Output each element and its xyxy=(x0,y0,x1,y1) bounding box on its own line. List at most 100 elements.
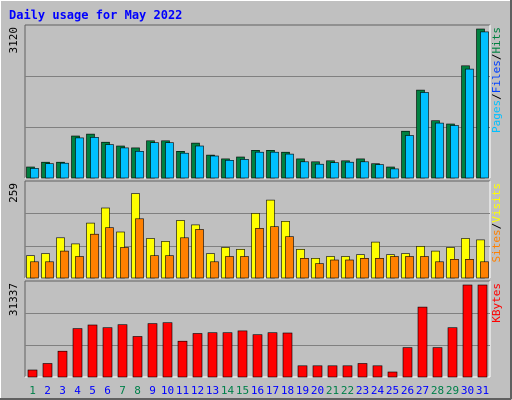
bar-files-3 xyxy=(60,162,69,179)
bar-kbytes-18 xyxy=(282,332,293,378)
legend-text: KBytes xyxy=(490,283,503,323)
day-label-1: 1 xyxy=(29,384,36,397)
bar-sites-22 xyxy=(345,259,354,279)
bar-kbytes-20 xyxy=(312,365,323,378)
legend-kbytes: KBytes xyxy=(490,283,503,323)
bar-files-21 xyxy=(330,162,339,179)
bar-kbytes-26 xyxy=(402,347,413,378)
bar-kbytes-22 xyxy=(342,365,353,378)
bar-sites-8 xyxy=(135,218,144,279)
bar-sites-29 xyxy=(450,258,459,279)
bar-sites-14 xyxy=(225,256,234,279)
bar-sites-5 xyxy=(90,233,99,279)
day-label-18: 18 xyxy=(281,384,294,397)
bar-files-7 xyxy=(120,147,129,179)
bar-kbytes-19 xyxy=(297,365,308,378)
bar-sites-23 xyxy=(360,257,369,279)
bar-files-27 xyxy=(420,92,429,179)
bar-files-28 xyxy=(435,122,444,179)
bar-kbytes-6 xyxy=(102,327,113,378)
bar-kbytes-2 xyxy=(42,363,53,378)
bar-kbytes-24 xyxy=(372,365,383,378)
bar-sites-25 xyxy=(390,256,399,279)
bar-kbytes-8 xyxy=(132,336,143,378)
day-label-14: 14 xyxy=(221,384,235,397)
day-label-26: 26 xyxy=(401,384,414,397)
bar-kbytes-12 xyxy=(192,333,203,378)
bar-files-10 xyxy=(165,142,174,179)
day-label-7: 7 xyxy=(119,384,126,397)
bar-files-22 xyxy=(345,161,354,179)
day-label-16: 16 xyxy=(251,384,264,397)
max-value-label: 3120 xyxy=(7,27,20,54)
legend-hits: Hits xyxy=(490,27,503,54)
bar-files-9 xyxy=(150,142,159,179)
bar-files-18 xyxy=(285,153,294,179)
bar-sites-28 xyxy=(435,261,444,279)
chart-title: Daily usage for May 2022 xyxy=(9,8,182,22)
bar-kbytes-17 xyxy=(267,332,278,378)
bar-files-25 xyxy=(390,168,399,179)
day-label-8: 8 xyxy=(134,384,141,397)
day-label-28: 28 xyxy=(431,384,444,397)
panel-1: 3120 Pages/Files/Hits xyxy=(7,24,503,179)
bar-files-26 xyxy=(405,135,414,179)
bar-sites-13 xyxy=(210,261,219,279)
legend-text: Pages/Files/Hits xyxy=(490,27,503,133)
day-label-3: 3 xyxy=(59,384,66,397)
bar-kbytes-25 xyxy=(387,371,398,378)
bar-files-31 xyxy=(480,31,489,179)
day-axis-labels: 1 2 3 4 5 6 7 8 9 10 11 12 13 14 15 16 17 18 19 20 21 22 23 24 2… xyxy=(29,384,489,397)
day-label-31: 31 xyxy=(476,384,489,397)
bar-sites-31 xyxy=(480,261,489,279)
day-label-10: 10 xyxy=(161,384,174,397)
bar-sites-19 xyxy=(300,257,309,279)
day-label-13: 13 xyxy=(206,384,219,397)
bar-kbytes-11 xyxy=(177,340,188,378)
bar-sites-12 xyxy=(195,229,204,279)
bar-sites-30 xyxy=(465,258,474,279)
legend-separator: / xyxy=(490,54,503,61)
bar-kbytes-13 xyxy=(207,332,218,378)
bar-sites-6 xyxy=(105,227,114,279)
bar-sites-3 xyxy=(60,250,69,279)
bar-kbytes-1 xyxy=(27,369,38,378)
legend-visits: Visits xyxy=(490,183,503,223)
day-label-19: 19 xyxy=(296,384,309,397)
day-label-17: 17 xyxy=(266,384,279,397)
bar-files-29 xyxy=(450,125,459,179)
bar-files-17 xyxy=(270,151,279,179)
bar-files-20 xyxy=(315,163,324,179)
max-value-label: 31337 xyxy=(7,283,20,316)
bar-files-1 xyxy=(30,168,39,179)
bar-kbytes-7 xyxy=(117,324,128,378)
day-label-22: 22 xyxy=(341,384,354,397)
bar-kbytes-9 xyxy=(147,323,158,378)
bar-sites-9 xyxy=(150,255,159,279)
bar-kbytes-14 xyxy=(222,332,233,378)
bar-sites-1 xyxy=(30,261,39,279)
bar-files-13 xyxy=(210,155,219,179)
bar-files-16 xyxy=(255,151,264,179)
legend-separator: / xyxy=(490,223,503,230)
bar-kbytes-3 xyxy=(57,350,68,378)
legend-sites: Sites xyxy=(490,229,503,262)
day-label-5: 5 xyxy=(89,384,96,397)
bar-files-2 xyxy=(45,163,54,179)
bar-files-11 xyxy=(180,152,189,179)
bar-kbytes-4 xyxy=(72,328,83,378)
day-label-6: 6 xyxy=(104,384,111,397)
day-label-30: 30 xyxy=(461,384,474,397)
bar-sites-18 xyxy=(285,236,294,279)
bar-sites-26 xyxy=(405,256,414,279)
bar-sites-2 xyxy=(45,261,54,279)
bar-sites-20 xyxy=(315,263,324,279)
bar-sites-10 xyxy=(165,255,174,279)
bar-kbytes-27 xyxy=(417,306,428,378)
day-label-29: 29 xyxy=(446,384,459,397)
chart-panels: 3120Pages/Files/Hits259Sites/Visits31337… xyxy=(7,24,503,378)
bar-kbytes-29 xyxy=(447,327,458,378)
bar-sites-4 xyxy=(75,256,84,279)
bar-kbytes-10 xyxy=(162,322,173,378)
